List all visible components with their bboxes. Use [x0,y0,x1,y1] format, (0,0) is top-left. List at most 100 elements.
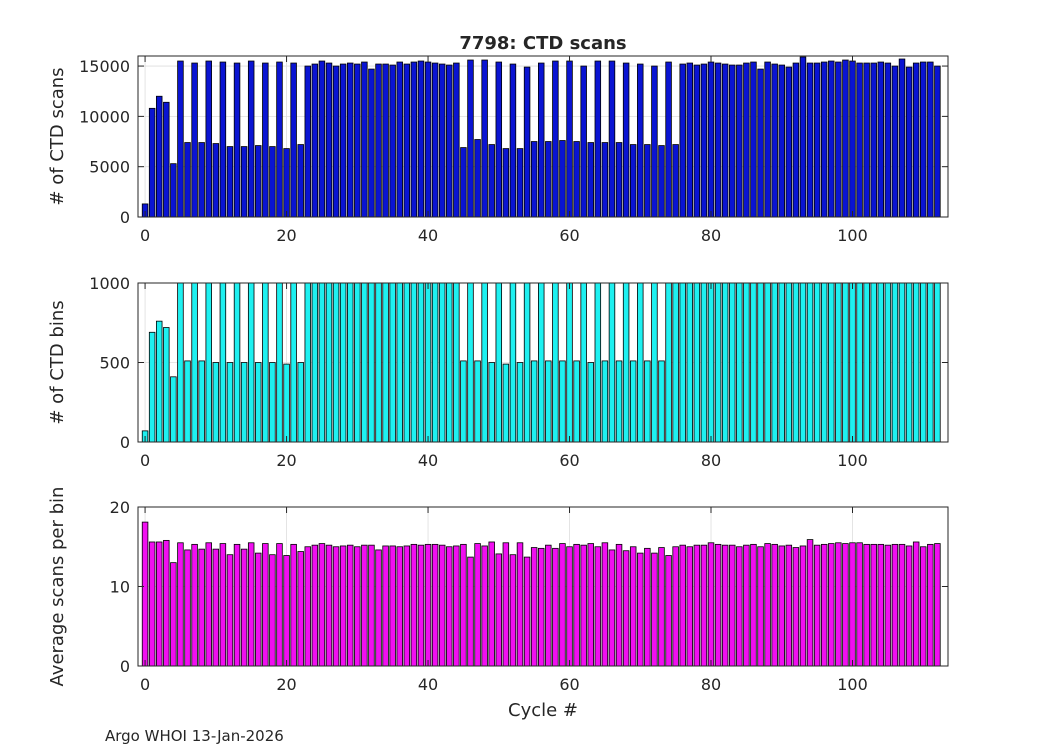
bar [573,360,580,443]
bar [148,107,156,218]
bar [396,546,403,667]
bar [198,548,205,667]
bar [247,542,255,667]
bar [361,61,368,218]
bar [240,146,248,218]
bar [488,144,495,218]
bar [332,65,340,218]
bar [431,543,439,667]
bar [594,282,602,443]
bar [403,63,411,218]
bar [898,282,906,443]
bar [148,331,156,443]
bar [446,546,453,667]
bar [467,59,474,218]
bar [587,142,594,218]
bar [191,543,198,667]
bar [453,62,460,218]
bar [368,544,375,667]
bar [311,282,319,443]
bar [141,521,149,667]
bar [721,63,729,218]
bar [835,542,842,667]
bar [806,62,814,218]
bar [778,64,785,218]
bar [686,282,694,443]
bar [354,63,361,218]
bar [849,60,856,218]
bar [736,546,743,667]
bar [247,60,255,218]
bar [912,62,920,218]
bar [545,360,552,443]
bar [516,362,524,443]
bar [255,552,262,667]
bar [905,282,913,443]
bar [835,282,842,443]
bar [403,545,411,667]
bar [453,282,460,443]
bar [184,142,191,218]
bar [877,61,885,218]
bar [417,544,425,667]
y-tick-label: 15000 [79,57,130,76]
bar [198,360,205,443]
x-tick-label: 0 [140,451,150,470]
y-axis-label: Average scans per bin [47,487,68,687]
bar [332,282,340,443]
bar [318,282,326,443]
bar [177,542,184,667]
x-tick-label: 60 [559,675,579,694]
bar [170,376,177,443]
bar [729,64,736,218]
bar [622,282,630,443]
bar [297,551,304,667]
bar [509,63,517,218]
bar [325,544,333,667]
bar [629,360,637,443]
bar [912,282,920,443]
bar [877,282,885,443]
y-tick-label: 500 [99,354,130,373]
bar [304,282,312,443]
bar [700,544,708,667]
bar [750,282,757,443]
bar [884,544,892,667]
bar [148,541,156,667]
bar [799,545,807,667]
bar [325,62,333,218]
bar [813,62,821,218]
bar [523,282,531,443]
bar [212,143,220,218]
bar [290,282,297,443]
bar [382,545,389,667]
bar [346,62,354,218]
bar [552,60,559,218]
bar [325,282,333,443]
bar [255,145,262,218]
bar [346,544,354,667]
bar [707,61,715,218]
bar [389,545,396,667]
bar [679,63,686,218]
x-tick-label: 0 [140,226,150,245]
bar [785,282,793,443]
y-tick-label: 10000 [79,107,130,126]
bar [707,282,715,443]
y-axis-label: # of CTD bins [47,300,68,424]
x-axis-label: Cycle # [508,700,578,721]
bar [155,320,163,443]
bar [191,282,198,443]
bar [771,543,778,667]
bar [481,282,488,443]
bar [644,144,651,218]
x-tick-label: 100 [837,451,868,470]
bar [884,62,892,218]
bar [721,282,729,443]
bar [283,555,290,667]
bar [615,360,623,443]
bar [269,554,276,667]
bar [799,56,807,218]
bar [601,360,609,443]
bar [679,544,686,667]
